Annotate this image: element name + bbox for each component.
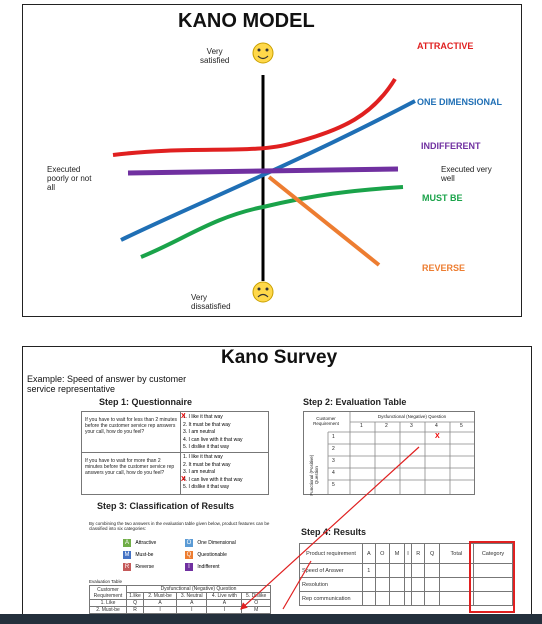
kano-model-slide: KANO MODEL Very satisfied Very dissatisf… [22, 4, 522, 317]
step1-heading: Step 1: Questionnaire [99, 397, 193, 407]
eval-row-1: 1 [332, 434, 335, 440]
category-one-dimensional: O One Dimensional [185, 539, 236, 547]
eval-customer-requirement: Customer Requirement [313, 416, 339, 427]
executed-well-label: Executed very well [441, 165, 492, 184]
category-attractive: A Attractive [123, 539, 156, 547]
eval-col-2: 2 [385, 423, 388, 429]
answers-1: 1. I like it that way 2. It must be that… [183, 414, 242, 452]
results-table: Product requirement A O M I R Q Total Ca… [299, 543, 513, 606]
answer-option: 4. I can live with it that way [183, 436, 243, 443]
category-code: O [185, 539, 193, 547]
ct-cell: M [241, 606, 271, 614]
category-name: Must-be [135, 552, 154, 558]
survey-example-text: Example: Speed of answer by customer ser… [27, 374, 187, 395]
executed-poorly-label: Executed poorly or not all [47, 165, 92, 193]
eval-grid [327, 412, 474, 494]
connector-arrow [240, 446, 420, 610]
indifferent-line [127, 166, 399, 176]
answers-2: 1. I like it that way 2. It must be that… [183, 454, 242, 492]
answer-mark-1: X [181, 413, 186, 420]
eval-row-4: 4 [332, 470, 335, 476]
eval-row-3: 3 [332, 458, 335, 464]
question-2: If you have to wait for more than 2 minu… [85, 458, 175, 476]
step3-description: By combining the two answers in the eval… [89, 521, 270, 532]
answer-option: 3. I am neutral [183, 469, 215, 475]
answer-option: 4. I can live with it that way [183, 476, 243, 483]
answer-option: 5. I dislike it that way [183, 484, 230, 490]
eval-row-2: 2 [332, 446, 335, 452]
table-row: Resolution [299, 577, 513, 592]
ct-cell: I [206, 606, 243, 614]
category-name: Questionable [197, 552, 227, 558]
category-reverse: R Reverse [123, 563, 154, 571]
kano-diagram [112, 42, 416, 303]
category-legend: A Attractive M Must-be R Reverse O One D… [123, 539, 273, 575]
one-dimensional-curve [120, 99, 416, 242]
category-code: A [123, 539, 131, 547]
eval-dysfunctional-header: Dysfunctional (Negative) Question [377, 414, 447, 419]
classification-table: Customer Requirement Dysfunctional (Nega… [89, 585, 271, 614]
eval-col-5: 5 [460, 423, 463, 429]
answer-option: 2. It must be that way [183, 421, 231, 428]
evaluation-table-box: Customer Requirement Dysfunctional (Nega… [303, 411, 475, 496]
evaluation-table-caption: Evaluation Table [89, 579, 122, 584]
category-code: R [123, 563, 131, 571]
must-be-label: MUST BE [422, 193, 463, 203]
questionnaire-box: If you have to wait for less than 2 minu… [81, 411, 269, 495]
happy-smiley-icon [252, 42, 274, 64]
table-row: Speed of Answer 1 [299, 563, 513, 578]
ct-cell: I [176, 606, 208, 614]
category-code: I [185, 563, 193, 571]
bottom-bar [0, 614, 542, 624]
must-be-curve [140, 185, 404, 259]
sad-smiley-icon [252, 281, 274, 303]
eval-col-3: 3 [410, 423, 413, 429]
answer-option: 1. I like it that way [183, 414, 223, 420]
arrow-to-results [282, 560, 312, 610]
kano-survey-title: Kano Survey [221, 347, 338, 368]
reverse-label: REVERSE [422, 263, 466, 273]
attractive-label: ATTRACTIVE [417, 41, 474, 51]
kano-model-title: KANO MODEL [178, 10, 315, 32]
eval-mark: X [435, 433, 440, 440]
results-row-label: Rep communication [299, 591, 363, 606]
arrow-eval-to-classification [240, 446, 420, 610]
indifferent-label: INDIFFERENT [421, 141, 481, 151]
question-1: If you have to wait for less than 2 minu… [85, 417, 177, 435]
category-questionable: Q Questionable [185, 551, 227, 559]
category-must-be: M Must-be [123, 551, 153, 559]
category-name: Indifferent [197, 564, 220, 570]
very-satisfied-label: Very satisfied [200, 47, 230, 66]
attractive-curve [112, 77, 397, 157]
step4-heading: Step 4: Results [301, 527, 367, 537]
category-code: M [123, 551, 131, 559]
answer-mark-2: X [181, 476, 186, 483]
category-name: One Dimensional [197, 540, 236, 546]
table-row: Rep communication [299, 591, 513, 606]
eval-row-5: 5 [332, 482, 335, 488]
answer-option: 3. I am neutral [183, 429, 215, 435]
kano-survey-slide: Kano Survey Example: Speed of answer by … [22, 346, 532, 624]
one-dimensional-label: ONE DIMENSIONAL [417, 97, 503, 107]
eval-col-4: 4 [435, 423, 438, 429]
category-highlight-box [469, 541, 515, 613]
table-row: 2. Must-be R I I I M [89, 606, 271, 614]
category-indifferent: I Indifferent [185, 563, 220, 571]
category-code: Q [185, 551, 193, 559]
category-name: Reverse [135, 564, 155, 570]
step3-heading: Step 3: Classification of Results [97, 501, 235, 511]
category-name: Attractive [135, 540, 157, 546]
reverse-line [267, 175, 381, 267]
eval-col-1: 1 [360, 423, 363, 429]
step2-heading: Step 2: Evaluation Table [303, 397, 407, 407]
answer-option: 1. I like it that way [183, 454, 223, 460]
very-dissatisfied-label: Very dissatisfied [191, 293, 231, 312]
answer-option: 5. I dislike it that way [183, 444, 230, 450]
answer-option: 2. It must be that way [183, 461, 231, 468]
